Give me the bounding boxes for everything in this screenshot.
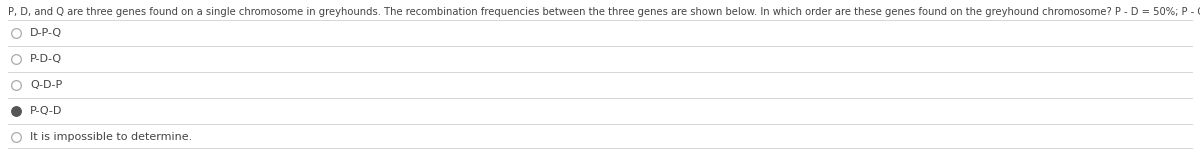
Text: P-Q-D: P-Q-D [30, 106, 62, 116]
Text: It is impossible to determine.: It is impossible to determine. [30, 132, 192, 142]
Text: P-D-Q: P-D-Q [30, 54, 62, 64]
Text: Q-D-P: Q-D-P [30, 80, 62, 90]
Text: D-P-Q: D-P-Q [30, 28, 62, 38]
Text: P, D, and Q are three genes found on a single chromosome in greyhounds. The reco: P, D, and Q are three genes found on a s… [8, 7, 1200, 17]
